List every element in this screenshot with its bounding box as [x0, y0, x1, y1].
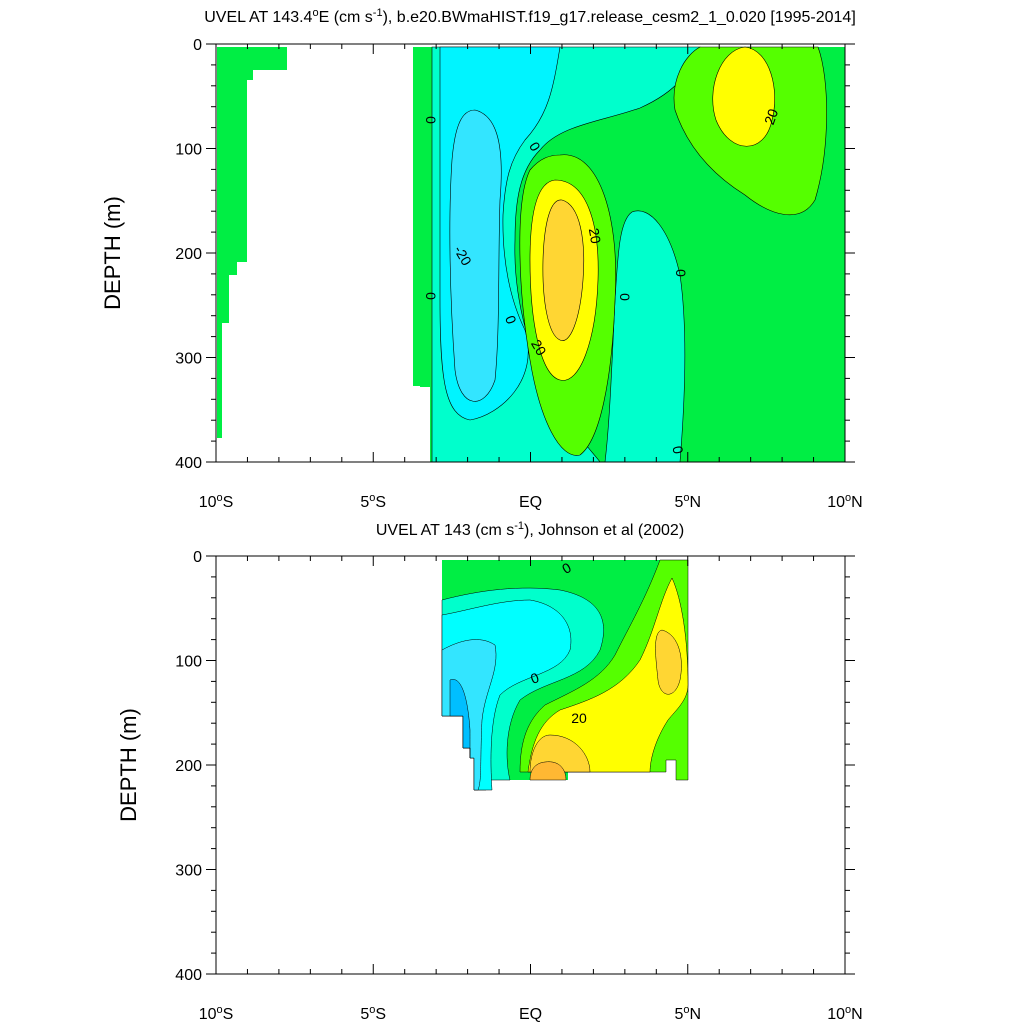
field-west-strip: [217, 47, 287, 438]
x-tick-label: 5oS: [360, 492, 386, 511]
y-tick-label: 300: [175, 863, 202, 880]
y-tick-label: 300: [175, 351, 202, 368]
x-tick-label: 10oN: [827, 492, 862, 511]
contour-label: 0: [669, 445, 686, 456]
panel-obs-ylabel: DEPTH (m): [116, 708, 141, 822]
contour-label: 20: [761, 106, 781, 126]
x-tick-label: 5oS: [360, 1004, 386, 1023]
field-pos-ne-core: [712, 46, 775, 147]
y-tick-label: 200: [175, 246, 202, 263]
contour-label: 0: [423, 292, 439, 300]
contour-label: 0: [423, 116, 439, 124]
x-tick-label: 10oN: [827, 1004, 862, 1023]
y-tick-label: 200: [175, 758, 202, 775]
x-tick-label: 10oS: [199, 492, 234, 511]
y-tick-label: 100: [175, 654, 202, 671]
x-tick-label: EQ: [519, 494, 542, 511]
obs-field-pos50: [529, 761, 567, 781]
contour-label: 20: [571, 710, 587, 726]
x-tick-label: EQ: [519, 1006, 542, 1023]
panel-obs-title: UVEL AT 143 (cm s-1), Johnson et al (200…: [376, 520, 684, 539]
panel-model-title: UVEL AT 143.4oE (cm s-1), b.e20.BWmaHIST…: [204, 7, 856, 26]
field-neg20-core: [449, 109, 502, 402]
panel-model-field: [217, 46, 845, 463]
x-tick-label: 10oS: [199, 1004, 234, 1023]
y-tick-label: 400: [175, 967, 202, 984]
obs-field-pos20: [527, 577, 689, 773]
obs-field-pos30: [655, 629, 682, 695]
contour-label: 0: [617, 293, 633, 301]
x-tick-label: 5oN: [674, 1004, 701, 1023]
contour-label: 20: [528, 337, 550, 359]
y-tick-label: 400: [175, 455, 202, 472]
panel-obs-field: [441, 559, 689, 791]
contour-label: 20: [586, 227, 604, 245]
panel-obs-ticks: [206, 555, 855, 975]
obs-field-neg20: [441, 639, 497, 791]
y-tick-label: 0: [193, 37, 202, 54]
y-tick-label: 100: [175, 142, 202, 159]
panel-model-ticks: [206, 43, 855, 463]
contour-label: 0: [673, 269, 689, 277]
panel-model-ylabel: DEPTH (m): [100, 196, 125, 310]
panel-obs: UVEL AT 143 (cm s-1), Johnson et al (200…: [116, 520, 855, 975]
field-euc-core: [542, 199, 584, 341]
y-tick-label: 0: [193, 549, 202, 566]
x-tick-label: 5oN: [674, 492, 701, 511]
obs-field-neg40: [449, 679, 471, 758]
panel-model: UVEL AT 143.4oE (cm s-1), b.e20.BWmaHIST…: [100, 7, 856, 463]
